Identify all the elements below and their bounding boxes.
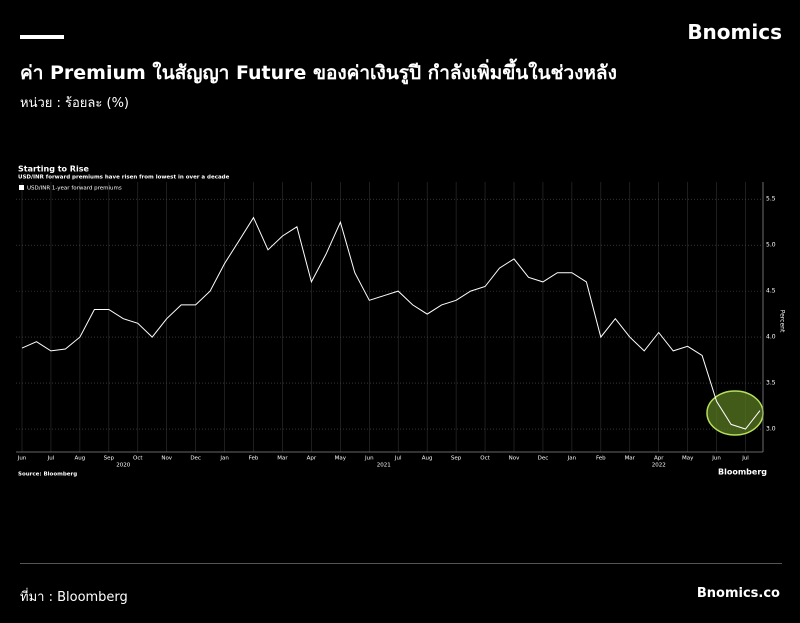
x-tick-label: Jul: [394, 456, 402, 462]
x-tick-label: Feb: [249, 456, 259, 462]
x-tick-label: Apr: [307, 456, 317, 462]
x-tick-label: Apr: [654, 456, 664, 462]
x-group-label: 2020: [116, 463, 130, 469]
source: ที่มา : Bloomberg: [20, 590, 128, 605]
x-tick-label: Mar: [625, 456, 636, 462]
x-tick-label: May: [682, 456, 694, 462]
x-group-label: 2022: [652, 463, 666, 469]
accent-bar: [20, 35, 64, 39]
chart-source: Source: Bloomberg: [18, 472, 77, 478]
legend-key: [19, 185, 24, 190]
x-tick-label: Feb: [596, 456, 606, 462]
x-tick-label: Oct: [480, 456, 490, 462]
x-tick-label: Jun: [364, 456, 374, 462]
x-tick-label: Jan: [567, 456, 577, 462]
x-tick-label: Jun: [711, 456, 721, 462]
x-tick-label: Nov: [161, 456, 172, 462]
chart-title: Starting to Rise: [18, 165, 89, 174]
divider: [20, 563, 782, 564]
x-tick-label: Mar: [277, 456, 288, 462]
x-tick-label: Dec: [190, 456, 201, 462]
line: [21, 216, 761, 430]
x-tick-label: Jul: [47, 456, 55, 462]
x-tick-label: Jan: [219, 456, 229, 462]
x-tick-label: Aug: [75, 456, 86, 462]
x-tick-label: Oct: [133, 456, 143, 462]
x-tick-label: Nov: [509, 456, 520, 462]
legend-label: USD/INR 1-year forward premiums: [27, 186, 122, 192]
x-tick-label: Sep: [451, 456, 462, 462]
y-tick-label: 3.0: [766, 426, 776, 433]
site: Bnomics.co: [696, 586, 780, 601]
brand: Bnomics: [687, 20, 782, 44]
y-tick-label: 5.0: [766, 242, 776, 249]
y-axis-label: Percent: [779, 310, 786, 333]
y-tick-label: 4.0: [766, 334, 776, 341]
x-tick-label: May: [335, 456, 347, 462]
x-tick-label: Aug: [422, 456, 433, 462]
x-tick-label: Jun: [17, 456, 27, 462]
x-group-label: 2021: [377, 463, 391, 469]
x-tick-label: Jul: [741, 456, 749, 462]
y-tick-label: 5.5: [766, 196, 776, 203]
unit: หน่วย : ร้อยละ (%): [20, 96, 130, 111]
y-tick-label: 3.5: [766, 380, 776, 387]
x-tick-label: Sep: [104, 456, 115, 462]
x-tick-label: Dec: [538, 456, 549, 462]
chart-subtitle: USD/INR forward premiums have risen from…: [18, 175, 230, 181]
title: ค่า Premium ในสัญญา Future ของค่าเงินรูป…: [20, 62, 617, 84]
y-tick-label: 4.5: [766, 288, 776, 295]
chart-logo: Bloomberg: [718, 468, 767, 477]
